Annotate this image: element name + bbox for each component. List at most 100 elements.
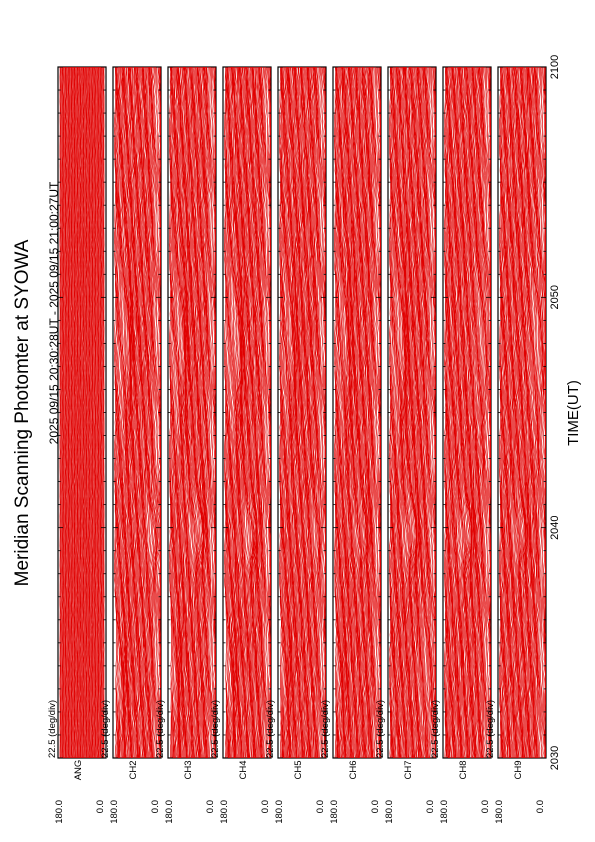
trace-line bbox=[396, 66, 402, 759]
trace-line bbox=[535, 66, 542, 759]
trace-line bbox=[173, 66, 179, 758]
trace-line bbox=[504, 66, 507, 759]
panel-1: 22.5 (deg/div) 180.0 0.0 ANG bbox=[47, 66, 107, 824]
trace-line bbox=[477, 66, 481, 759]
trace-line bbox=[241, 66, 245, 759]
trace-line bbox=[242, 66, 246, 759]
trace-line bbox=[481, 66, 487, 759]
trace-line bbox=[182, 66, 187, 758]
trace-line bbox=[428, 67, 433, 759]
channel-label: CH6 bbox=[348, 760, 359, 779]
trace-line bbox=[370, 66, 373, 758]
trace-line bbox=[134, 66, 137, 758]
trace-line bbox=[190, 67, 195, 759]
trace-line bbox=[372, 66, 375, 758]
trace-line bbox=[512, 66, 516, 758]
trace-line bbox=[230, 66, 235, 759]
trace-line bbox=[392, 67, 396, 759]
trace-line bbox=[194, 66, 201, 759]
trace-line bbox=[511, 66, 514, 759]
trace-line bbox=[208, 66, 212, 759]
panel-9: 22.5 (deg/div) 180.0 0.0 CH9 bbox=[485, 66, 547, 824]
y-tick-top: 180.0 bbox=[274, 800, 285, 824]
scale-label: 22.5 (deg/div) bbox=[485, 700, 496, 758]
trace-line bbox=[234, 66, 242, 759]
trace-line bbox=[118, 67, 124, 759]
x-tick-label: 2100 bbox=[549, 55, 561, 79]
trace-line bbox=[151, 66, 158, 758]
trace-line bbox=[254, 66, 258, 759]
trace-line bbox=[315, 66, 320, 759]
trace-line bbox=[446, 66, 450, 759]
trace-line bbox=[375, 67, 378, 759]
trace-line bbox=[346, 66, 351, 759]
trace-line bbox=[426, 67, 432, 759]
trace-line bbox=[244, 66, 249, 759]
trace-line bbox=[265, 66, 268, 759]
y-tick-bottom: 0.0 bbox=[260, 800, 271, 813]
trace-line bbox=[199, 67, 204, 759]
trace-line bbox=[418, 67, 422, 759]
trace-line bbox=[468, 67, 473, 759]
trace-line bbox=[339, 67, 344, 759]
trace-group bbox=[223, 66, 271, 759]
trace-line bbox=[171, 66, 177, 759]
trace-line bbox=[186, 66, 190, 759]
y-tick-bottom: 0.0 bbox=[95, 800, 106, 813]
trace-line bbox=[240, 67, 244, 759]
trace-line bbox=[533, 66, 539, 759]
trace-line bbox=[156, 66, 161, 759]
trace-line bbox=[523, 66, 527, 759]
trace-line bbox=[458, 67, 462, 758]
trace-line bbox=[513, 66, 517, 759]
trace-line bbox=[365, 66, 369, 759]
trace-line bbox=[334, 66, 338, 759]
trace-line bbox=[420, 66, 424, 759]
trace-line bbox=[284, 67, 289, 759]
trace-line bbox=[509, 66, 512, 759]
trace-line bbox=[450, 66, 453, 758]
trace-line bbox=[193, 66, 199, 759]
trace-line bbox=[364, 66, 368, 759]
trace-line bbox=[243, 66, 247, 758]
y-tick-top: 180.0 bbox=[329, 800, 340, 824]
trace-line bbox=[134, 66, 138, 759]
trace-line bbox=[310, 66, 314, 759]
scale-label: 22.5 (deg/div) bbox=[265, 700, 276, 758]
trace-line bbox=[403, 66, 408, 759]
trace-line bbox=[407, 66, 414, 759]
trace-line bbox=[155, 66, 161, 759]
trace-line bbox=[174, 66, 180, 759]
trace-line bbox=[500, 66, 503, 759]
trace-line bbox=[461, 66, 468, 758]
scale-label: 22.5 (deg/div) bbox=[210, 700, 221, 758]
trace-line bbox=[309, 66, 312, 759]
trace-line bbox=[354, 66, 357, 759]
trace-line bbox=[339, 67, 343, 759]
y-tick-top: 180.0 bbox=[439, 800, 450, 824]
trace-line bbox=[195, 67, 203, 759]
trace-line bbox=[293, 66, 297, 759]
trace-line bbox=[530, 66, 535, 758]
trace-line bbox=[529, 66, 533, 759]
trace-line bbox=[524, 66, 528, 759]
trace-group bbox=[388, 66, 436, 759]
trace-line bbox=[480, 66, 486, 759]
y-tick-bottom: 0.0 bbox=[535, 800, 546, 813]
y-tick-bottom: 0.0 bbox=[370, 800, 381, 813]
channel-label: CH7 bbox=[403, 760, 414, 779]
trace-line bbox=[153, 67, 161, 759]
trace-line bbox=[145, 66, 149, 759]
trace-line bbox=[447, 66, 450, 759]
channel-label: CH9 bbox=[513, 760, 524, 779]
trace-line bbox=[140, 66, 143, 759]
trace-line bbox=[305, 67, 308, 759]
trace-line bbox=[313, 66, 318, 759]
channel-label: CH8 bbox=[458, 760, 469, 779]
trace-line bbox=[314, 66, 320, 759]
y-tick-top: 180.0 bbox=[109, 800, 120, 824]
trace-line bbox=[522, 66, 527, 759]
trace-line bbox=[256, 66, 260, 759]
y-tick-top: 180.0 bbox=[164, 800, 175, 824]
